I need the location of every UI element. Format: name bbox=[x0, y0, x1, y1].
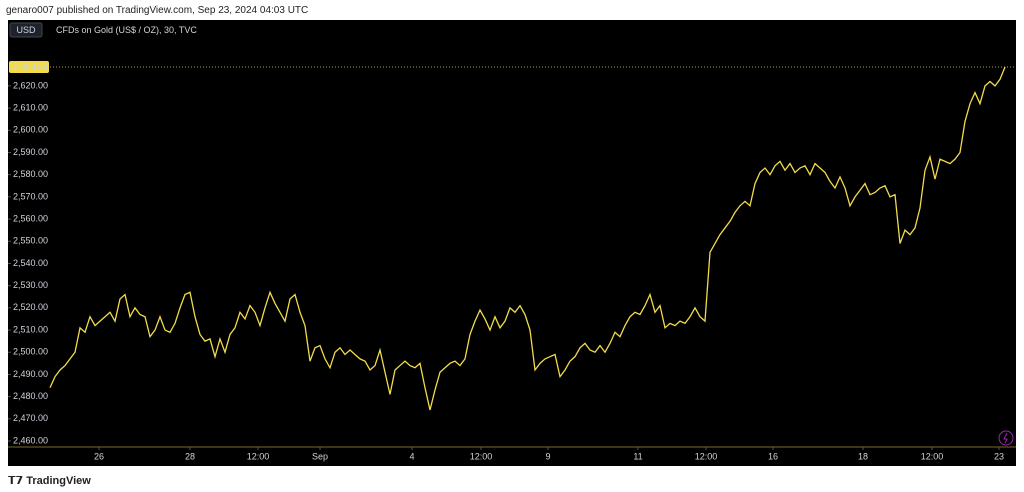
y-tick-label: 2,550.00 bbox=[13, 236, 48, 246]
logo: 𝗧𝟳 bbox=[8, 475, 27, 487]
x-tick-label: 12:00 bbox=[470, 451, 493, 461]
x-tick-label: 28 bbox=[185, 451, 195, 461]
x-tick-label: 16 bbox=[768, 451, 778, 461]
y-tick-label: 2,500.00 bbox=[13, 347, 48, 357]
y-tick-label: 2,470.00 bbox=[13, 413, 48, 423]
x-tick-label: 11 bbox=[633, 451, 642, 461]
y-tick-label: 2,620.00 bbox=[13, 80, 48, 90]
last-price-box bbox=[9, 60, 49, 73]
last-price-label: 2,628.53 bbox=[13, 61, 48, 71]
footer: 𝗧𝟳 TradingView bbox=[8, 474, 91, 487]
y-tick-label: 2,480.00 bbox=[13, 391, 48, 401]
chart-bg bbox=[8, 20, 1016, 466]
y-tick-label: 2,580.00 bbox=[13, 169, 48, 179]
x-tick-label: Sep bbox=[312, 451, 328, 461]
y-tick-label: 2,570.00 bbox=[13, 191, 48, 201]
x-tick-label: 26 bbox=[94, 451, 104, 461]
x-tick-label: 18 bbox=[858, 451, 868, 461]
chart-title: CFDs on Gold (US$ / OZ), 30, TVC bbox=[56, 25, 197, 35]
x-tick-label: 23 bbox=[994, 451, 1004, 461]
price-line bbox=[49, 66, 1006, 411]
alert-bolt bbox=[1003, 432, 1008, 444]
x-tick-label: 12:00 bbox=[695, 451, 718, 461]
currency-box[interactable] bbox=[9, 22, 43, 38]
x-tick-label: 12:00 bbox=[247, 451, 270, 461]
y-tick-label: 2,610.00 bbox=[13, 102, 48, 112]
y-tick-label: 2,560.00 bbox=[13, 213, 48, 223]
x-tick-label: 4 bbox=[409, 451, 414, 461]
header: genaro007 published on TradingView.com, … bbox=[6, 5, 309, 16]
y-tick-label: 2,510.00 bbox=[13, 324, 48, 334]
currency: USD bbox=[16, 25, 36, 35]
x-tick-label: 12:00 bbox=[921, 451, 944, 461]
y-tick-label: 2,600.00 bbox=[13, 125, 48, 135]
alert-icon[interactable] bbox=[998, 430, 1014, 446]
y-tick-label: 2,590.00 bbox=[13, 147, 48, 157]
x-tick-label: 9 bbox=[545, 451, 550, 461]
footer-text: TradingView bbox=[26, 475, 91, 487]
y-tick-label: 2,490.00 bbox=[13, 369, 48, 379]
y-tick-label: 2,530.00 bbox=[13, 280, 48, 290]
y-tick-label: 2,460.00 bbox=[13, 435, 48, 445]
y-tick-label: 2,540.00 bbox=[13, 258, 48, 268]
y-tick-label: 2,520.00 bbox=[13, 302, 48, 312]
